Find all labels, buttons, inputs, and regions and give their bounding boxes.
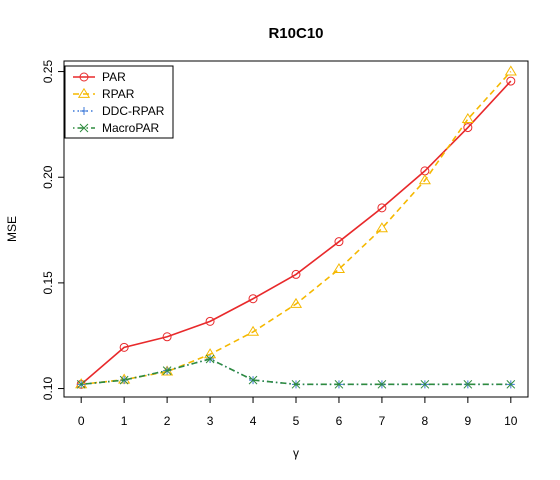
data-point [420, 379, 430, 389]
legend-item: MacroPAR [73, 121, 159, 135]
data-point [289, 297, 303, 308]
y-tick-label: 0.25 [41, 60, 55, 84]
data-point [246, 325, 260, 336]
y-tick-label: 0.15 [41, 271, 55, 295]
data-point [248, 375, 258, 385]
data-point [418, 174, 431, 185]
data-point [248, 294, 258, 304]
legend-label: DDC-RPAR [102, 104, 165, 118]
data-point [332, 262, 346, 274]
x-tick-label: 2 [164, 414, 171, 428]
legend-label: PAR [102, 70, 126, 84]
y-axis: 0.10 0.15 0.20 0.25 [41, 60, 64, 401]
series-macropar [76, 354, 516, 389]
x-axis: 0 1 2 3 4 5 6 7 8 9 10 [78, 397, 518, 428]
legend-box [64, 65, 174, 139]
x-tick-label: 7 [379, 414, 386, 428]
data-point [377, 203, 387, 213]
x-tick-label: 5 [293, 414, 300, 428]
x-tick-label: 10 [504, 414, 518, 428]
data-point [504, 65, 517, 76]
data-point [506, 76, 516, 86]
data-point [334, 237, 344, 247]
data-point [291, 379, 301, 389]
x-tick-label: 8 [422, 414, 429, 428]
data-point [205, 316, 215, 326]
data-point [162, 366, 172, 375]
x-tick-label: 1 [121, 414, 128, 428]
legend-marker [80, 107, 88, 115]
y-axis-label: MSE [5, 216, 19, 242]
data-point [205, 354, 215, 364]
legend-item: DDC-RPAR [73, 104, 165, 118]
series-ddc-rpar [77, 354, 515, 389]
data-point [119, 375, 129, 385]
x-tick-label: 0 [78, 414, 85, 428]
legend: PAR RPAR DDC-RPAR MacroPAR [64, 65, 174, 139]
legend-item: RPAR [73, 87, 135, 101]
data-point [76, 379, 86, 389]
y-tick-label: 0.20 [41, 165, 55, 189]
legend-marker [79, 72, 89, 82]
data-point [162, 332, 172, 342]
data-point [506, 379, 516, 389]
x-tick-label: 3 [207, 414, 214, 428]
data-point [291, 269, 301, 279]
data-point [377, 379, 387, 389]
chart-title: R10C10 [268, 25, 323, 42]
series-group [75, 65, 517, 389]
legend-label: MacroPAR [102, 121, 159, 135]
x-axis-label: γ [293, 446, 299, 460]
series-line [80, 80, 512, 385]
data-point [463, 123, 473, 133]
x-tick-label: 4 [250, 414, 257, 428]
data-point [119, 342, 129, 352]
y-tick-label: 0.10 [41, 377, 55, 401]
legend-item: PAR [73, 70, 126, 84]
legend-label: RPAR [102, 87, 135, 101]
data-point [375, 222, 389, 233]
data-point [463, 379, 473, 389]
data-point [334, 379, 344, 389]
x-tick-label: 6 [336, 414, 343, 428]
data-point [461, 112, 474, 123]
legend-marker [77, 87, 91, 98]
x-tick-label: 9 [465, 414, 472, 428]
legend-marker [79, 123, 89, 133]
